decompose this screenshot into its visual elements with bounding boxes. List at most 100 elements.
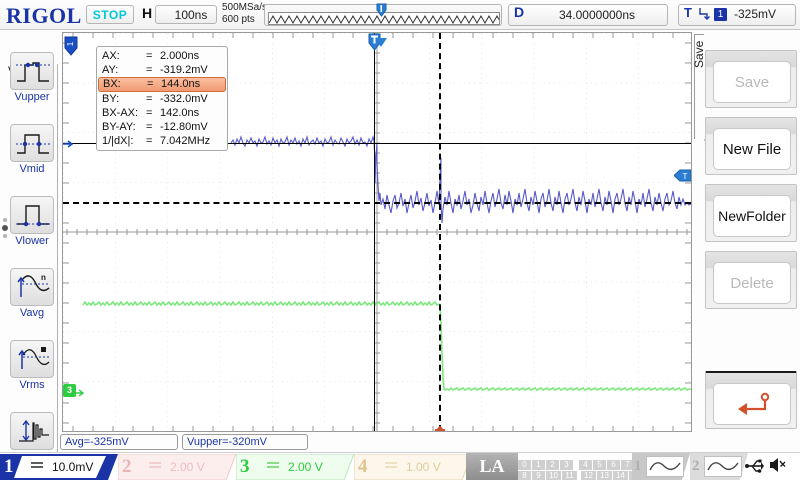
logic-analyzer-button[interactable]: LA	[466, 453, 518, 480]
channel-3-waveform-trace	[82, 300, 691, 391]
channel-1-position-marker[interactable]: 1	[64, 36, 78, 61]
sound-muted-icon[interactable]	[768, 456, 790, 479]
math-1-button[interactable]: 1	[632, 453, 690, 480]
math-1-number: 1	[634, 458, 642, 474]
new-folder-button[interactable]: NewFolder	[705, 184, 797, 242]
run-state-button[interactable]: STOP	[86, 5, 134, 24]
sample-rate-readout: 500MSa/s	[222, 2, 268, 13]
channel-1-ground-arrow[interactable]	[63, 137, 75, 155]
memory-navigation-bar[interactable]	[264, 3, 502, 26]
cursor-equals: =	[146, 121, 153, 133]
cursor-ax-vertical-line[interactable]	[374, 33, 375, 431]
sidebar-divider	[57, 64, 58, 474]
la-digit[interactable]: 12	[581, 471, 596, 480]
falling-edge-icon	[698, 6, 710, 25]
cursor-row-inverse-dx[interactable]: 1/|dX|: = 7.042MHz	[97, 134, 227, 148]
overshoot-icon	[10, 412, 54, 450]
la-digit[interactable]: 8	[518, 471, 531, 480]
la-digit[interactable]: 13	[597, 471, 612, 480]
trigger-level-marker-right[interactable]: T	[673, 169, 691, 182]
horizontal-label: H	[142, 5, 153, 21]
waveform-display-area[interactable]: AX: = 2.000ns AY: = -319.2mV BX: = 144.0ns BY:…	[62, 32, 692, 432]
delete-button-label: Delete	[713, 262, 791, 304]
la-digit[interactable]: 4	[579, 460, 592, 470]
la-digit[interactable]: 1	[532, 460, 545, 470]
save-button[interactable]: Save	[705, 50, 797, 108]
delay-value-field[interactable]: 34.0000000ns	[508, 4, 668, 26]
trigger-settings-group[interactable]	[678, 4, 796, 26]
cursor-value: 7.042MHz	[160, 135, 211, 147]
measurement-avg[interactable]: Avg=-325mV	[60, 434, 178, 450]
vmid-icon	[10, 124, 54, 162]
new-folder-button-label: NewFolder	[713, 195, 791, 237]
channel-3-position-marker[interactable]: 3	[63, 384, 76, 397]
channel-1-button[interactable]: 1 10.0mV	[0, 454, 118, 480]
channel-3-scale: 2.00 V	[288, 460, 323, 474]
la-digit[interactable]: 3	[560, 460, 573, 470]
la-digit[interactable]: 10	[546, 471, 561, 480]
channel-3-number: 3	[240, 456, 250, 477]
new-file-button[interactable]: New File	[705, 117, 797, 175]
cursor-row-by-ay[interactable]: BY-AY: = -12.80mV	[97, 120, 227, 134]
sidebar-item-vmid[interactable]: Vmid	[10, 124, 54, 175]
cursor-by-horizontal-line[interactable]	[63, 202, 691, 204]
page-dot-active	[2, 225, 8, 231]
sidebar-item-vupper[interactable]: Vupper	[10, 52, 54, 103]
trigger-source-badge: 1	[714, 8, 727, 21]
sidebar-item-label: Vupper	[14, 91, 50, 103]
channel-3-button[interactable]: 3 2.00 V	[236, 454, 354, 480]
channel-4-button[interactable]: 4 1.00 V	[354, 454, 472, 480]
cursor-row-by[interactable]: BY: = -332.0mV	[97, 92, 227, 106]
sidebar-item-label: Vavg	[19, 307, 45, 319]
brand-logo: RIGOL	[6, 3, 82, 28]
right-menu-title: Save	[692, 40, 706, 68]
cursor-row-bx-selected[interactable]: BX: = 144.0ns	[98, 77, 226, 92]
cursor-measurement-panel[interactable]: AX: = 2.000ns AY: = -319.2mV BX: = 144.0ns BY:…	[96, 46, 228, 151]
cursor-bx-bottom-handle[interactable]	[433, 422, 446, 431]
cursor-value: 144.0ns	[161, 78, 201, 90]
la-digit[interactable]: 11	[562, 471, 577, 480]
sidebar-item-vavg[interactable]: n Vavg	[10, 268, 54, 319]
la-digit[interactable]: 7	[621, 460, 634, 470]
vavg-icon: n	[10, 268, 54, 306]
cursor-value: -12.80mV	[160, 121, 208, 133]
sidebar-item-vlower[interactable]: Vlower	[10, 196, 54, 247]
dc-coupling-icon	[266, 459, 280, 474]
vrms-icon	[10, 340, 54, 378]
new-file-button-label: New File	[713, 128, 791, 170]
la-digit[interactable]: 9	[532, 471, 545, 480]
channel-2-number: 2	[122, 456, 132, 477]
la-digit[interactable]: 0	[518, 460, 531, 470]
la-digit[interactable]: 6	[607, 460, 620, 470]
cursor-key: 1/|dX|:	[102, 135, 134, 147]
sidebar-item-label: Vrms	[19, 379, 45, 391]
la-digit[interactable]: 2	[546, 460, 559, 470]
la-digit[interactable]: 14	[613, 471, 628, 480]
channel-2-button[interactable]: 2 2.00 V	[118, 454, 236, 480]
delete-button[interactable]: Delete	[705, 251, 797, 309]
channel-2-scale: 2.00 V	[170, 460, 205, 474]
horizontal-scale-field[interactable]: 100ns	[155, 5, 217, 24]
cursor-key: AY:	[102, 64, 119, 76]
channel-1-number: 1	[4, 456, 14, 477]
cursor-equals: =	[146, 107, 153, 119]
delay-position-marker[interactable]	[375, 34, 387, 52]
usb-icon	[745, 458, 765, 479]
cursor-ay-horizontal-line[interactable]	[63, 143, 691, 144]
sidebar-item-vrms[interactable]: Vrms	[10, 340, 54, 391]
measurement-vupper[interactable]: Vupper=-320mV	[182, 434, 308, 450]
cursor-row-bx-ax[interactable]: BX-AX: = 142.0ns	[97, 106, 227, 120]
la-digit[interactable]: 5	[593, 460, 606, 470]
delay-label: D	[514, 4, 525, 20]
cursor-bx-vertical-line[interactable]	[439, 33, 441, 431]
sine-wave-icon	[646, 456, 684, 477]
dc-coupling-icon	[384, 459, 398, 474]
cursor-row-ax[interactable]: AX: = 2.000ns	[97, 49, 227, 63]
math-2-button[interactable]: 2	[690, 453, 748, 480]
cursor-row-ay[interactable]: AY: = -319.2mV	[97, 63, 227, 77]
channel-1-scale: 10.0mV	[52, 460, 94, 474]
back-return-button[interactable]	[705, 371, 797, 429]
